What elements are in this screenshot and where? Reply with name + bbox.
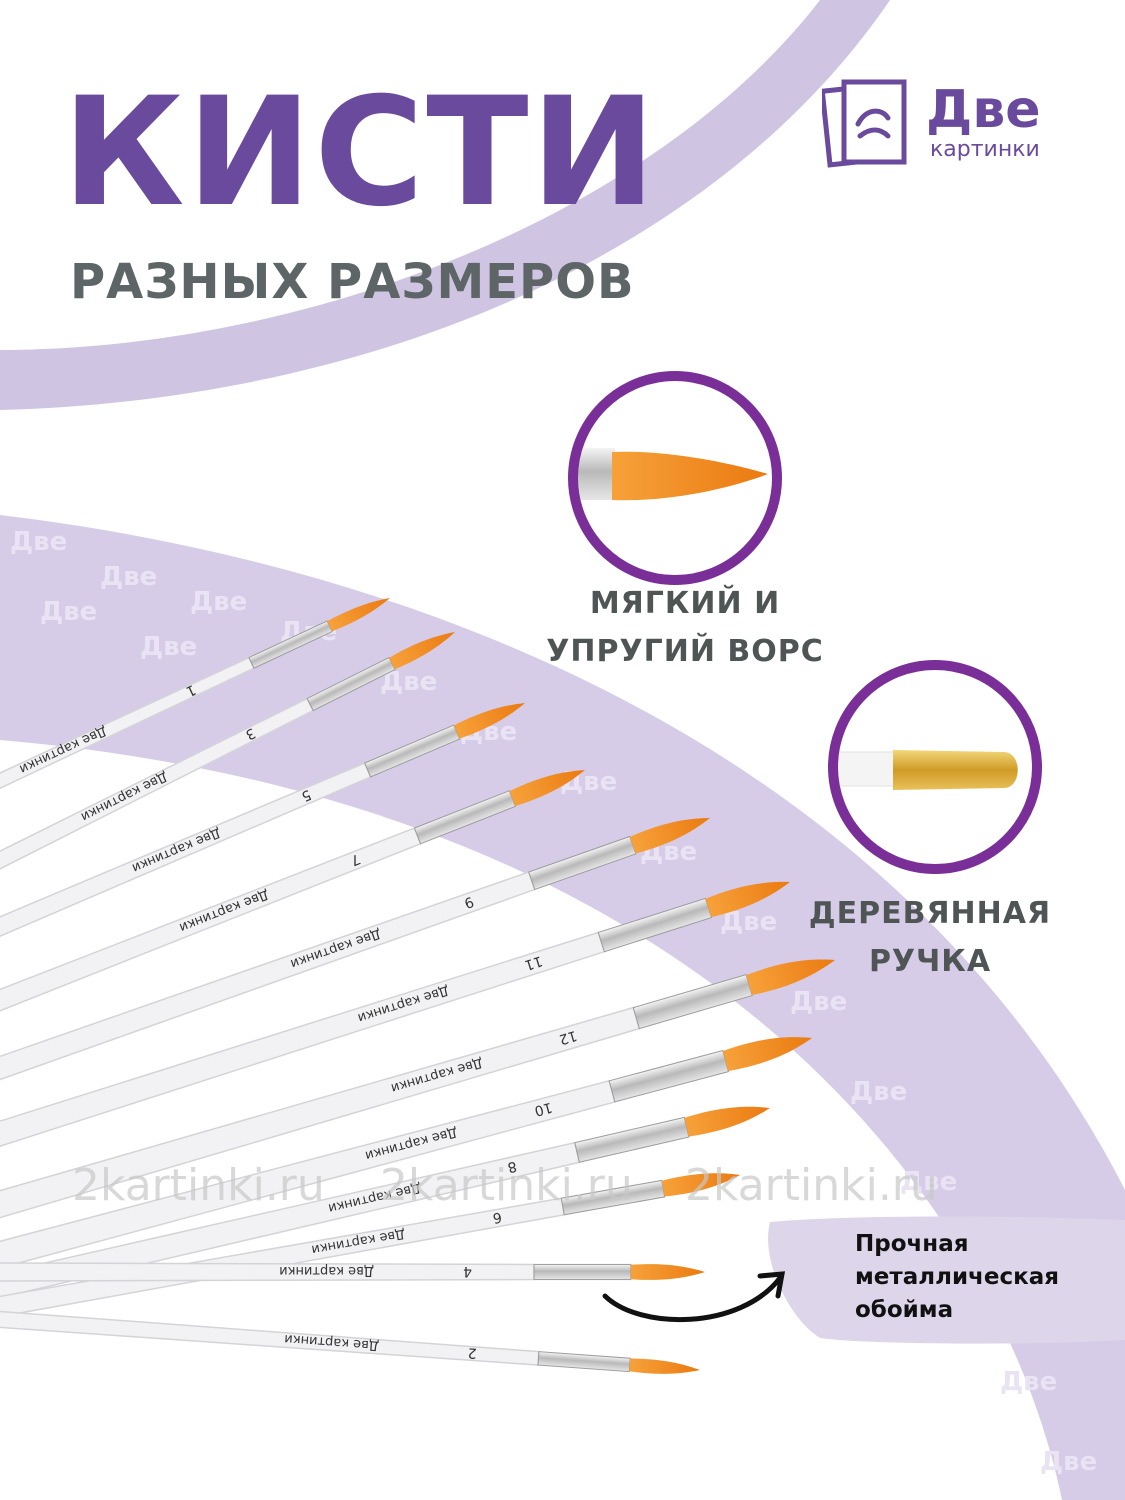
brush-number-label: 11 [523, 952, 545, 973]
svg-text:Две: Две [850, 1077, 907, 1107]
feature-handle-label: ДЕРЕВЯННАЯ РУЧКА [795, 890, 1065, 986]
brand-logo: Две картинки [822, 78, 1072, 170]
brush-bristle [629, 1358, 700, 1374]
brush-bristle [684, 1106, 771, 1137]
brush-ferrule [413, 790, 517, 845]
svg-text:Две: Две [190, 587, 247, 617]
brush-handle [0, 1262, 535, 1282]
brush-number-label: 10 [533, 1099, 554, 1119]
brush-2: 2 Две картинки [0, 1309, 700, 1374]
feature-ferrule-line3: обойма [855, 1297, 954, 1323]
feature-bristle-label: МЯГКИЙ И УПРУГИЙ ВОРС [520, 580, 850, 676]
lilac-band-decoration [0, 515, 1125, 1500]
feature-ferrule-note: Прочная металлическая обойма [855, 1228, 1059, 1327]
page-subtitle: РАЗНЫХ РАЗМЕРОВ [70, 254, 635, 310]
logo-sub-text: картинки [930, 137, 1040, 162]
brush-8: 8 Две картинки [0, 1106, 771, 1303]
brush-ferrule [537, 1351, 631, 1373]
brush-handle [0, 1309, 540, 1366]
brush-bristle [389, 631, 456, 670]
svg-text:Две: Две [100, 562, 157, 592]
note-highlight-decoration [768, 1216, 1125, 1344]
brush-bristle [327, 598, 390, 632]
brush-brand-label: Две картинки [130, 824, 223, 875]
brush-number-label: 6 [491, 1208, 503, 1225]
brush-ferrule [597, 897, 713, 953]
svg-text:Две: Две [40, 597, 97, 627]
brush-ferrule [632, 973, 753, 1030]
brush-brand-label: Две картинки [177, 886, 271, 935]
brush-bristle [630, 1264, 705, 1280]
brush-bristle [453, 703, 525, 739]
svg-text:Две: Две [10, 527, 67, 557]
feature-bristle-line2: УПРУГИЙ ВОРС [546, 634, 824, 669]
brush-4: 4 Две картинки [0, 1262, 705, 1282]
svg-text:Две: Две [1000, 1367, 1057, 1397]
svg-text:Две: Две [140, 632, 197, 662]
feature-bristle-line1: МЯГКИЙ И [589, 586, 781, 621]
svg-text:Две: Две [900, 1167, 957, 1197]
arrow-icon [602, 1271, 786, 1323]
svg-text:Две: Две [1040, 1447, 1097, 1477]
brush-brand-label: Две картинки [78, 768, 170, 824]
brush-bristle [629, 817, 711, 854]
brush-number-label: 2 [467, 1344, 477, 1361]
brush-bristle [746, 959, 835, 996]
brush-bristle [722, 1037, 813, 1072]
feature-handle-line2: РУЧКА [868, 944, 992, 979]
svg-text:Две: Две [790, 987, 847, 1017]
feature-handle-line1: ДЕРЕВЯННАЯ [808, 896, 1052, 931]
brush-bristle [661, 1173, 740, 1197]
brush-bristle [705, 881, 790, 918]
feature-ferrule-line2: металлическая [855, 1264, 1059, 1290]
watermark-text: 2kartinki.ru [380, 1160, 633, 1211]
top-swoosh-decoration [0, 0, 890, 410]
logo-cards-icon [822, 79, 907, 168]
watermark-text: 2kartinki.ru [72, 1160, 325, 1211]
brush-number-label: 8 [506, 1158, 518, 1176]
brush-ferrule [574, 1116, 690, 1163]
feature-ferrule-line1: Прочная [855, 1231, 969, 1257]
brush-bristle [509, 769, 586, 806]
page-title: КИСТИ [62, 66, 659, 240]
brush-brand-label: Две картинки [279, 1263, 374, 1278]
watermark-text: 2kartinki.ru [685, 1160, 938, 1211]
brush-brand-label: Две картинки [284, 1331, 380, 1353]
logo-main-text: Две [926, 80, 1041, 140]
handle-detail-circle [828, 660, 1042, 874]
brush-ferrule [608, 1049, 730, 1103]
brush-number-label: 12 [557, 1027, 579, 1047]
brush-number-label: 4 [463, 1263, 472, 1279]
brush-ferrule [533, 1263, 632, 1281]
bristle-detail-circle [568, 371, 782, 585]
